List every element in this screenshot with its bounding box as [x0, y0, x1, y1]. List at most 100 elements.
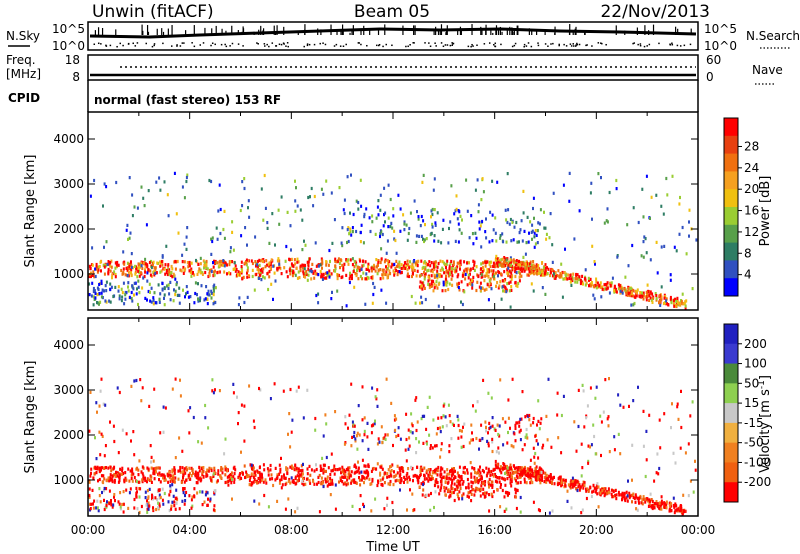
- data-cell: [108, 502, 111, 506]
- data-cell: [302, 462, 304, 466]
- data-cell: [259, 473, 262, 477]
- data-cell: [487, 298, 490, 302]
- data-cell: [603, 283, 606, 287]
- data-cell: [637, 220, 640, 225]
- data-cell: [645, 290, 648, 294]
- nsearch-dot: [494, 42, 497, 45]
- data-cell: [120, 268, 123, 273]
- nsearch-dot: [93, 43, 96, 46]
- data-cell: [345, 483, 348, 487]
- data-cell: [331, 241, 334, 245]
- data-cell: [528, 413, 531, 418]
- data-cell: [451, 283, 454, 287]
- data-cell: [201, 503, 204, 507]
- data-cell: [664, 502, 667, 506]
- data-cell: [174, 293, 177, 297]
- data-cell: [212, 474, 215, 478]
- data-cell: [204, 493, 207, 497]
- data-cell: [423, 414, 426, 418]
- data-cell: [256, 481, 259, 485]
- data-cell: [368, 216, 371, 220]
- data-cell: [621, 291, 624, 295]
- data-cell: [495, 284, 497, 288]
- data-cell: [140, 185, 143, 189]
- data-cell: [408, 436, 411, 440]
- data-cell: [291, 418, 294, 422]
- data-cell: [290, 257, 293, 261]
- data-cell: [240, 403, 243, 407]
- data-cell: [399, 229, 402, 233]
- nsearch-dot: [257, 43, 259, 45]
- data-cell: [363, 416, 366, 420]
- data-cell: [519, 228, 522, 232]
- data-cell: [580, 442, 583, 446]
- data-cell: [656, 452, 659, 456]
- data-cell: [427, 263, 429, 267]
- data-cell: [160, 260, 163, 264]
- data-cell: [368, 477, 371, 481]
- data-cell: [499, 263, 502, 267]
- data-cell: [602, 288, 605, 292]
- data-cell: [197, 474, 200, 478]
- data-cell: [325, 469, 327, 473]
- data-cell: [349, 274, 352, 278]
- data-cell: [255, 264, 257, 268]
- data-cell: [393, 273, 396, 277]
- data-cell: [430, 491, 432, 496]
- data-cell: [455, 269, 458, 273]
- data-cell: [144, 496, 147, 500]
- data-cell: [109, 473, 112, 477]
- colorbar-segment: [724, 462, 738, 483]
- data-cell: [380, 425, 383, 429]
- data-cell: [299, 469, 302, 473]
- data-cell: [533, 267, 536, 271]
- data-cell: [507, 430, 509, 435]
- data-cell: [181, 466, 184, 470]
- data-cell: [367, 267, 370, 271]
- data-cell: [572, 481, 575, 485]
- data-cell: [407, 231, 410, 236]
- data-cell: [324, 477, 327, 481]
- data-cell: [454, 267, 457, 271]
- data-cell: [615, 287, 618, 291]
- colorbar-tick-label: -15: [744, 416, 764, 430]
- data-cell: [534, 477, 537, 481]
- colorbar-segment: [724, 403, 738, 424]
- data-cell: [381, 477, 384, 481]
- data-cell: [491, 213, 494, 217]
- data-cell: [118, 502, 121, 506]
- data-cell: [390, 265, 393, 269]
- data-cell: [325, 276, 328, 280]
- data-cell: [508, 474, 511, 479]
- data-cell: [674, 502, 677, 506]
- data-cell: [541, 261, 543, 265]
- data-cell: [105, 300, 108, 304]
- y-tick-label: 3000: [53, 177, 84, 191]
- data-cell: [172, 272, 175, 276]
- data-cell: [492, 468, 495, 472]
- data-cell: [405, 412, 408, 416]
- data-cell: [639, 496, 642, 500]
- data-cell: [501, 257, 504, 261]
- data-cell: [655, 297, 658, 301]
- data-cell: [492, 261, 495, 265]
- data-cell: [580, 474, 583, 478]
- data-cell: [130, 473, 133, 477]
- data-cell: [554, 276, 557, 280]
- data-cell: [618, 493, 621, 497]
- data-cell: [181, 449, 184, 453]
- data-cell: [363, 470, 366, 474]
- data-cell: [418, 440, 420, 444]
- data-cell: [124, 476, 127, 480]
- data-cell: [466, 283, 469, 287]
- data-cell: [312, 271, 315, 275]
- data-cell: [171, 267, 174, 271]
- data-cell: [237, 273, 239, 277]
- data-cell: [676, 296, 679, 300]
- data-cell: [584, 283, 587, 287]
- data-cell: [492, 474, 495, 478]
- data-cell: [645, 174, 648, 178]
- data-cell: [596, 482, 599, 486]
- data-cell: [468, 281, 471, 286]
